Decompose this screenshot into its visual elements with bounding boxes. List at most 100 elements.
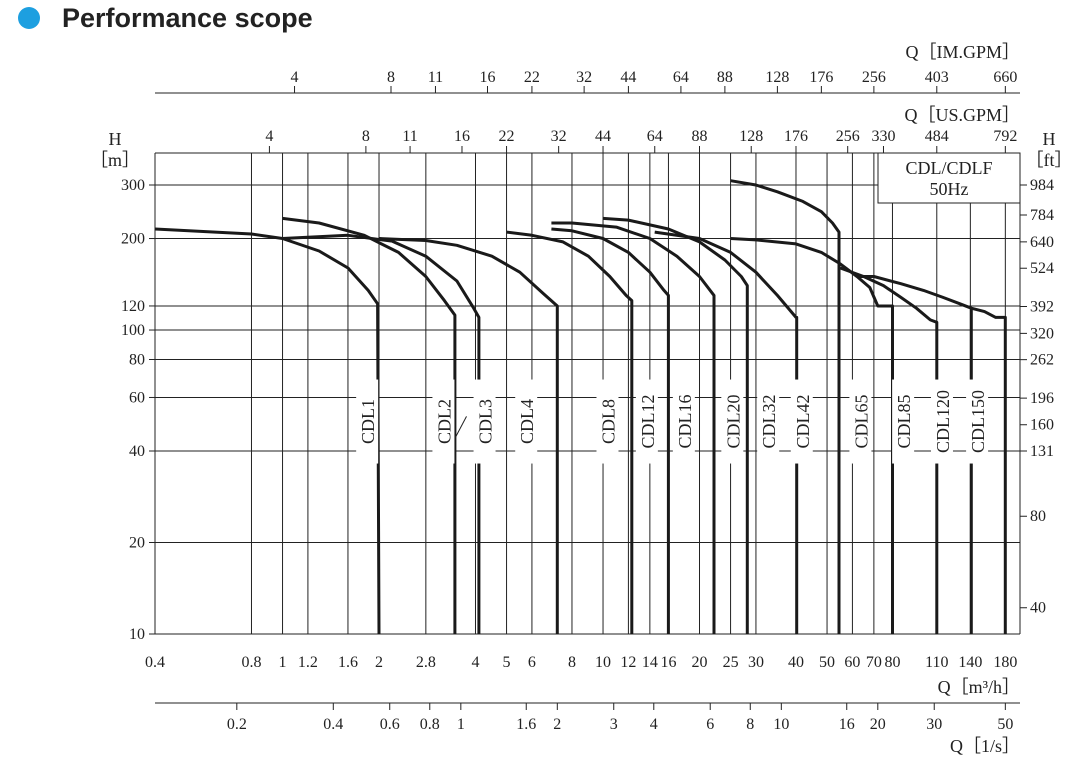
h-right-unit: ［ft］ <box>1026 150 1073 170</box>
ls-tick-label: 8 <box>746 716 754 733</box>
im-gpm-tick-label: 16 <box>479 69 495 86</box>
ft-tick-label: 160 <box>1030 417 1054 434</box>
y-tick-label: 80 <box>129 351 145 368</box>
x-tick-label: 110 <box>925 654 948 671</box>
ft-tick-label: 524 <box>1030 260 1054 277</box>
y-tick-label: 60 <box>129 389 145 406</box>
im-gpm-tick-label: 176 <box>809 69 833 86</box>
ft-tick-label: 784 <box>1030 207 1054 224</box>
im-gpm-tick-label: 88 <box>717 69 733 86</box>
im-gpm-tick-label: 44 <box>620 69 636 86</box>
im-gpm-tick-label: 403 <box>925 69 949 86</box>
series-label-cdl120: CDL120 <box>933 390 953 453</box>
y-tick-label: 100 <box>121 322 145 339</box>
ft-tick-label: 131 <box>1030 443 1054 460</box>
series-label-bg <box>966 379 989 464</box>
us-gpm-tick-label: 256 <box>836 128 860 145</box>
ls-tick-label: 6 <box>706 716 714 733</box>
x-tick-label: 2.8 <box>416 654 436 671</box>
series-label-cdl16: CDL16 <box>675 395 695 449</box>
series-label-cdl4: CDL4 <box>517 399 537 444</box>
ls-tick-label: 0.6 <box>380 716 400 733</box>
x-tick-label: 6 <box>528 654 536 671</box>
series-label-bg <box>721 379 744 464</box>
series-label-cdl32: CDL32 <box>759 395 779 449</box>
series-curve-cdl120 <box>857 275 973 634</box>
y-tick-label: 120 <box>121 298 145 315</box>
series-curve-cdl12 <box>551 227 670 634</box>
y-tick-label: 300 <box>121 177 145 194</box>
ls-tick-label: 4 <box>650 716 658 733</box>
series-label-cdl8: CDL8 <box>598 399 618 444</box>
section-title: Performance scope <box>62 2 313 33</box>
x-tick-label: 70 <box>866 654 882 671</box>
series-label-cdl12: CDL12 <box>638 395 658 449</box>
legend-line-2: 50Hz <box>930 179 969 199</box>
ls-tick-label: 1.6 <box>516 716 536 733</box>
series-label-bg <box>432 379 455 464</box>
ft-tick-label: 196 <box>1030 390 1054 407</box>
us-gpm-tick-label: 32 <box>551 128 567 145</box>
x-tick-label: 40 <box>788 654 804 671</box>
series-label-cdl42: CDL42 <box>793 395 813 449</box>
series-label-cdl2: CDL2 <box>434 399 454 444</box>
series-label-bg <box>892 379 915 464</box>
h-left-unit: ［m］ <box>90 150 140 170</box>
ft-tick-label: 984 <box>1030 177 1054 194</box>
ls-tick-label: 30 <box>926 716 942 733</box>
y-tick-label: 20 <box>129 534 145 551</box>
us-gpm-tick-label: 11 <box>402 128 417 145</box>
x-tick-label: 4 <box>471 654 479 671</box>
x-tick-label: 1 <box>279 654 287 671</box>
y-tick-label: 200 <box>121 231 145 248</box>
series-label-bg <box>473 379 496 464</box>
series-label-bg <box>356 379 379 464</box>
series-curve-cdl150 <box>970 306 1007 634</box>
us-gpm-tick-label: 330 <box>871 128 895 145</box>
legend-box <box>877 152 1021 204</box>
series-label-bg <box>757 379 780 464</box>
x-tick-label: 30 <box>748 654 764 671</box>
us-gpm-tick-label: 792 <box>993 128 1017 145</box>
series-label-cdl20: CDL20 <box>723 395 743 449</box>
us-gpm-tick-label: 484 <box>925 128 949 145</box>
us-gpm-tick-label: 128 <box>739 128 763 145</box>
x-tick-label: 140 <box>958 654 982 671</box>
ls-tick-label: 20 <box>870 716 886 733</box>
x-tick-label: 80 <box>884 654 900 671</box>
im-gpm-axis-title: Q［IM.GPM］ <box>905 42 1020 62</box>
x-tick-label: 10 <box>595 654 611 671</box>
x-tick-label: 5 <box>503 654 511 671</box>
im-gpm-tick-label: 256 <box>862 69 886 86</box>
ft-tick-label: 392 <box>1030 299 1054 316</box>
us-gpm-tick-label: 44 <box>595 128 611 145</box>
x-tick-label: 0.4 <box>145 654 165 671</box>
bullet-dot-icon <box>18 7 40 29</box>
x-tick-label: 12 <box>620 654 636 671</box>
series-curve-cdl42 <box>730 179 841 634</box>
series-label-cdl65: CDL65 <box>851 395 871 449</box>
us-gpm-tick-label: 8 <box>362 128 370 145</box>
y-tick-label: 40 <box>129 443 145 460</box>
us-gpm-tick-label: 16 <box>454 128 470 145</box>
x-tick-label: 25 <box>723 654 739 671</box>
series-label-bg <box>596 379 619 464</box>
us-gpm-axis-title: Q［US.GPM］ <box>904 105 1020 125</box>
ft-tick-label: 80 <box>1030 508 1046 525</box>
h-right-title: H <box>1043 129 1056 149</box>
x-tick-label: 16 <box>660 654 676 671</box>
ls-tick-label: 10 <box>773 716 789 733</box>
series-curve-cdl4 <box>378 237 559 634</box>
series-curve-cdl2 <box>282 216 457 634</box>
im-gpm-tick-label: 64 <box>673 69 689 86</box>
series-curve-cdl8 <box>506 230 634 634</box>
us-gpm-tick-label: 22 <box>499 128 515 145</box>
x-tick-label: 50 <box>819 654 835 671</box>
im-gpm-tick-label: 660 <box>993 69 1017 86</box>
im-gpm-tick-label: 22 <box>524 69 540 86</box>
im-gpm-tick-label: 4 <box>291 69 299 86</box>
y-tick-label: 10 <box>129 626 145 643</box>
m3h-axis-title: Q［m³/h］ <box>938 677 1020 697</box>
x-tick-label: 2 <box>375 654 383 671</box>
